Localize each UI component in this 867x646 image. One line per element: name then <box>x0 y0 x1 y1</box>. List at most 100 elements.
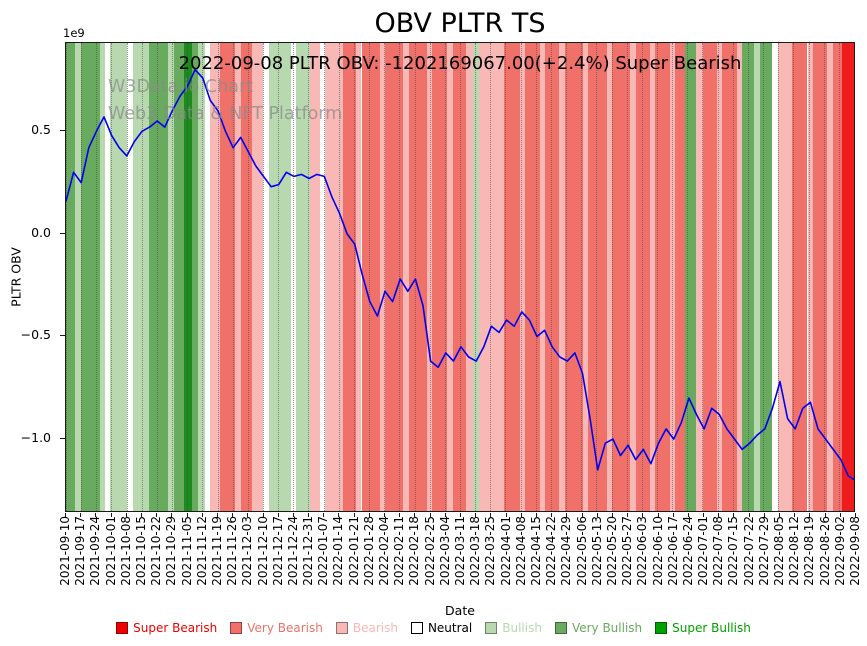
watermark: W3Data.io Chart Web3 Data & NFT Platform <box>108 74 342 128</box>
gridline <box>657 43 658 511</box>
gridline <box>626 43 628 511</box>
plot-area <box>65 42 855 512</box>
y-tick-label: −1.0 <box>20 430 51 446</box>
chart-title: OBV PLTR TS <box>374 8 546 39</box>
x-tick-mark <box>110 513 112 517</box>
x-axis-label: Date <box>445 603 475 618</box>
sentiment-band-very_bearish <box>408 43 427 511</box>
sentiment-band-bearish <box>210 43 221 511</box>
x-axis-tick-labels: 2021-09-10 2021-09-17 2021-09-24 2021-10-01… <box>58 516 862 602</box>
gridline <box>384 43 386 511</box>
gridline <box>505 43 507 511</box>
x-tick-mark <box>703 513 705 517</box>
x-tick-label: 2022-05-06 <box>574 516 589 586</box>
gridline <box>535 43 537 511</box>
legend-swatch <box>410 622 423 634</box>
gridline <box>217 43 219 511</box>
x-tick-mark <box>505 513 507 517</box>
sentiment-band-very_bullish <box>148 43 169 511</box>
gridline <box>111 43 113 511</box>
x-tick-mark <box>368 513 370 517</box>
sentiment-band-bearish <box>466 43 473 511</box>
x-tick-mark <box>611 513 613 517</box>
x-tick-label: 2021-11-05 <box>179 516 194 586</box>
y-axis-offset-label: 1e9 <box>63 26 85 40</box>
x-tick-label: 2022-04-15 <box>528 516 543 586</box>
legend-label: Very Bullish <box>571 621 643 635</box>
sentiment-band-very_bullish <box>66 43 76 511</box>
x-tick-mark <box>794 513 796 517</box>
gridline <box>854 43 855 511</box>
gridline <box>293 43 295 511</box>
x-tick-label: 2022-08-26 <box>817 516 832 586</box>
x-tick-label: 2022-02-11 <box>392 516 407 586</box>
sentiment-band-bullish <box>296 43 311 511</box>
x-tick-label: 2021-10-22 <box>149 516 164 586</box>
x-tick-mark <box>125 513 127 517</box>
gridline <box>838 43 840 511</box>
sentiment-band-bearish <box>355 43 362 511</box>
gridline <box>81 43 83 511</box>
x-tick-label: 2021-10-29 <box>164 516 179 586</box>
x-tick-label: 2022-08-19 <box>802 516 817 586</box>
legend: Super Bearish Very Bearish Bearish Neutral B… <box>0 621 867 635</box>
x-tick-label: 2022-06-03 <box>635 516 650 586</box>
gridline <box>490 43 492 511</box>
y-tick-mark <box>60 232 65 234</box>
sentiment-band-bearish <box>235 43 241 511</box>
sentiment-band-bullish <box>75 43 81 511</box>
x-tick-label: 2021-12-31 <box>301 516 316 586</box>
legend-item-super-bullish: Super Bullish <box>655 621 751 635</box>
x-tick-label: 2022-02-25 <box>422 516 437 586</box>
sentiment-band-bearish <box>827 43 833 511</box>
x-tick-label: 2022-03-18 <box>468 516 483 586</box>
x-tick-mark <box>80 513 82 517</box>
x-tick-label: 2022-05-20 <box>604 516 619 586</box>
x-tick-label: 2022-02-04 <box>377 516 392 586</box>
legend-item-very-bullish: Very Bullish <box>554 621 643 635</box>
sentiment-band-bullish <box>168 43 174 511</box>
gridline <box>141 43 143 511</box>
sentiment-band-very_bearish <box>220 43 236 511</box>
x-tick-label: 2022-01-07 <box>316 516 331 586</box>
x-tick-mark <box>444 513 446 517</box>
sentiment-band-bearish <box>716 43 723 511</box>
sentiment-band-bearish <box>696 43 703 511</box>
x-tick-label: 2022-02-18 <box>407 516 422 586</box>
y-tick-mark <box>60 335 65 337</box>
sentiment-band-bullish <box>132 43 149 511</box>
x-tick-label: 2022-07-29 <box>756 516 771 586</box>
gridline <box>747 43 749 511</box>
x-tick-label: 2021-10-15 <box>133 516 148 586</box>
gridline <box>460 43 461 511</box>
x-tick-label: 2022-06-10 <box>650 516 665 586</box>
gridline <box>581 43 583 511</box>
sentiment-band-bearish <box>736 43 743 511</box>
x-tick-mark <box>201 513 203 517</box>
gridline <box>550 43 552 511</box>
x-tick-mark <box>216 513 218 517</box>
legend-label: Bullish <box>502 621 542 635</box>
x-tick-label: 2021-12-24 <box>285 516 300 586</box>
sentiment-band-bearish <box>519 43 526 511</box>
x-tick-mark <box>581 513 583 517</box>
legend-swatch <box>116 622 129 634</box>
x-tick-mark <box>596 513 598 517</box>
sentiment-band-bullish <box>99 43 106 511</box>
x-tick-label: 2022-01-14 <box>331 516 346 586</box>
x-tick-label: 2022-04-29 <box>559 516 574 586</box>
x-tick-label: 2022-03-25 <box>483 516 498 586</box>
sentiment-band-very_bearish <box>385 43 404 511</box>
x-tick-mark <box>566 513 568 517</box>
gridline <box>566 43 568 511</box>
x-tick-label: 2022-03-11 <box>453 516 467 586</box>
sentiment-band-bullish <box>198 43 205 511</box>
x-tick-mark <box>642 513 644 517</box>
x-tick-label: 2022-07-01 <box>696 516 711 586</box>
x-tick-label: 2022-03-04 <box>437 516 452 586</box>
x-tick-mark <box>353 513 355 517</box>
x-tick-mark <box>490 513 492 517</box>
x-tick-label: 2021-09-24 <box>88 516 103 586</box>
y-tick-label: −0.5 <box>20 327 51 343</box>
